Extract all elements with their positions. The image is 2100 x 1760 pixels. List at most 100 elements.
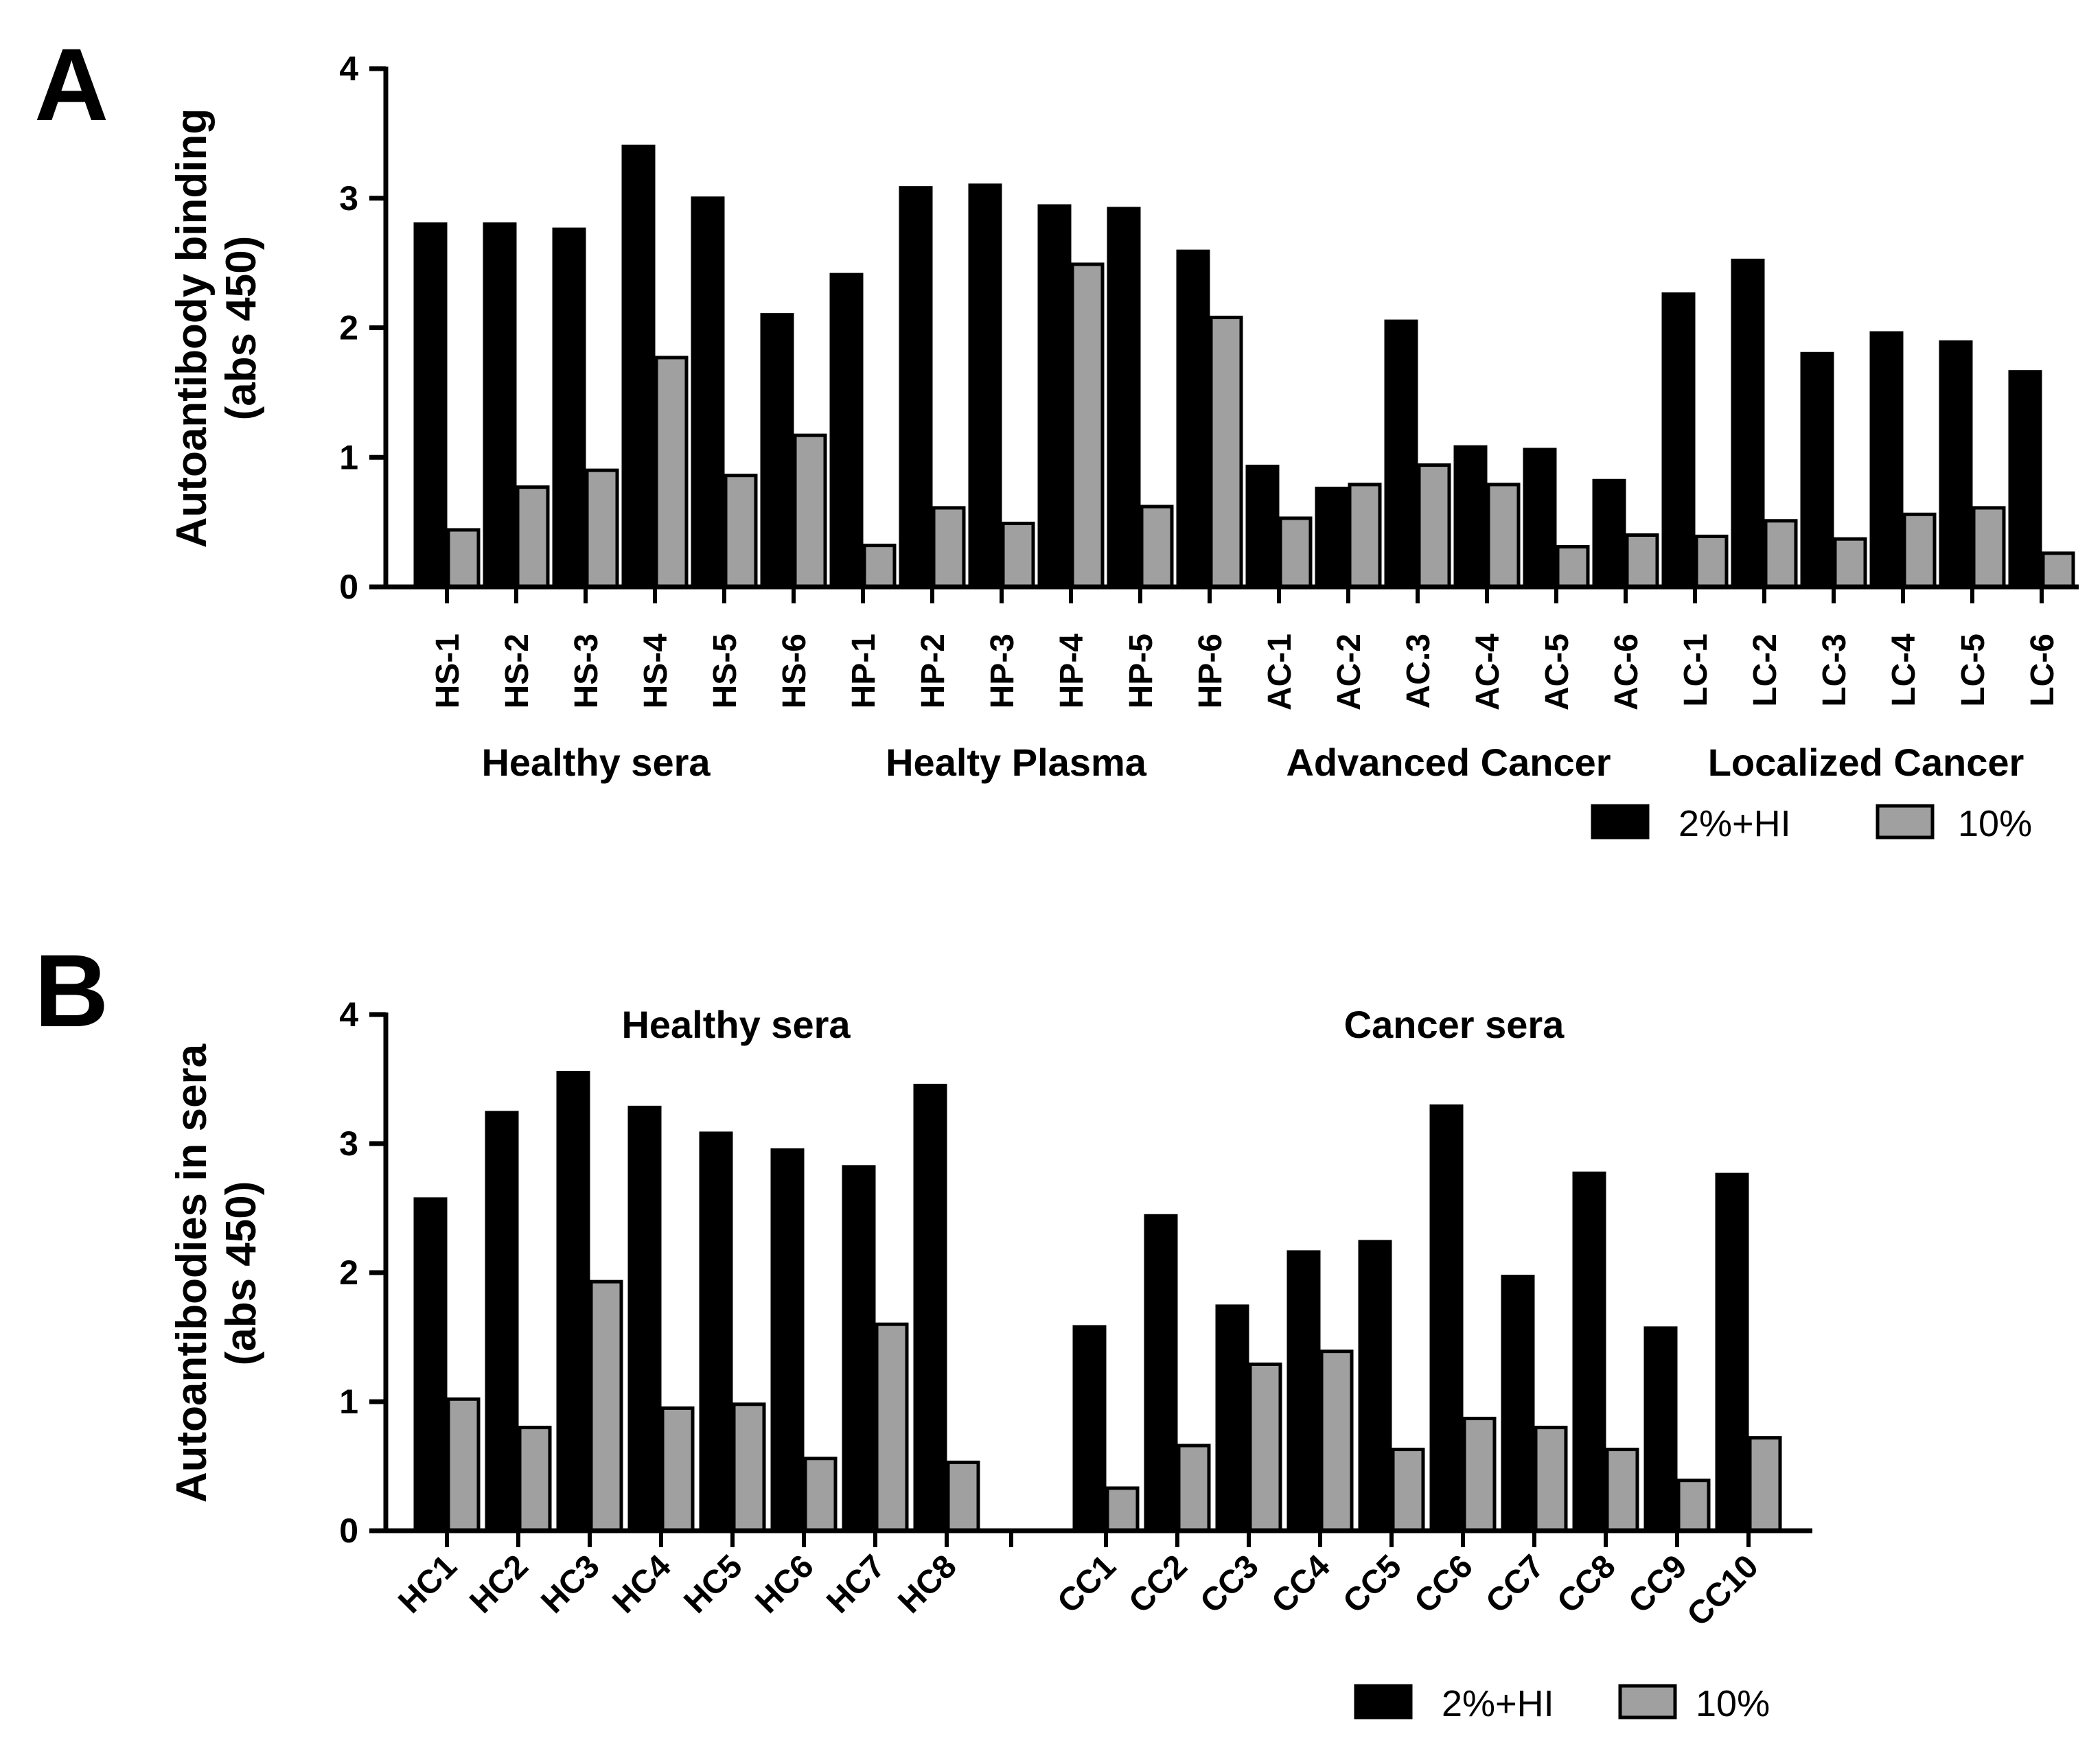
- bar-hi-cc4: [1286, 1250, 1321, 1533]
- bar-ten-hc5: [732, 1402, 766, 1533]
- panel-a: A Autoantibody binding(abs 450) 0 1 2 3 4 HS-1 H…: [34, 27, 2079, 844]
- bar-hi-cc9: [1643, 1326, 1678, 1533]
- bar-ten-hp2: [932, 506, 966, 589]
- x-tick-label: HS-2: [499, 634, 535, 708]
- y-axis-label-line: (abs 450): [218, 1181, 265, 1366]
- x-tick-label: LC-1: [1678, 634, 1714, 707]
- bar-hi-hc2: [485, 1111, 519, 1533]
- panel-letter: A: [34, 27, 108, 142]
- bar-hi-ac5: [1523, 448, 1557, 589]
- bar-hi-hs6: [760, 313, 794, 589]
- bar-hi-lc6: [2008, 370, 2042, 589]
- y-axis-label-line: Autoantibodies in sera: [168, 1043, 216, 1503]
- bar-ten-hs6: [793, 433, 827, 589]
- bar-ten-hc3: [589, 1280, 623, 1533]
- x-tick-label: AC-5: [1539, 634, 1576, 710]
- bar-hi-hs1: [413, 222, 448, 589]
- x-tick-label: CC1: [1050, 1548, 1122, 1620]
- bar-hi-ac1: [1245, 464, 1280, 589]
- x-tick-label: CC5: [1336, 1548, 1408, 1620]
- x-tick-label: AC-1: [1262, 634, 1298, 710]
- x-tick-label: AC-6: [1608, 634, 1645, 710]
- x-tick-label: AC-4: [1470, 634, 1506, 710]
- legend-label: 10%: [1696, 1683, 1770, 1724]
- bar-ten-hs2: [516, 485, 550, 589]
- bar-hi-hc1: [413, 1197, 448, 1533]
- x-tick-label: HC3: [534, 1548, 606, 1620]
- bar-ten-hc7: [875, 1322, 909, 1533]
- bar-hi-lc3: [1800, 351, 1834, 589]
- x-tick-label: HC7: [820, 1548, 892, 1620]
- bar-ten-hs4: [654, 356, 689, 589]
- bar-hi-hs3: [552, 227, 586, 589]
- group-label: Localized Cancer: [1708, 741, 2024, 784]
- legend-swatch: [1876, 804, 1935, 840]
- bar-ten-cc10: [1748, 1436, 1782, 1533]
- bar-ten-hp5: [1140, 505, 1174, 589]
- legend-label: 2%+HI: [1678, 803, 1791, 844]
- legend-swatch: [1591, 804, 1650, 840]
- bar-hi-lc5: [1939, 340, 1973, 589]
- bar-ten-ac5: [1556, 544, 1590, 589]
- bar-ten-ac4: [1486, 483, 1521, 589]
- x-tick-label: AC.3: [1400, 634, 1437, 708]
- bar-ten-hc6: [803, 1457, 838, 1533]
- bar-hi-hc5: [699, 1131, 733, 1533]
- bar-ten-hs3: [585, 468, 619, 589]
- x-tick-label: HS-3: [568, 634, 605, 708]
- legend-label: 10%: [1958, 803, 2032, 844]
- bar-ten-lc1: [1694, 534, 1729, 589]
- x-tick-label: HP-3: [984, 634, 1021, 708]
- bar-hi-hs2: [483, 222, 517, 589]
- x-tick-label: LC-5: [1955, 634, 1992, 707]
- bar-ten-hc1: [446, 1397, 481, 1533]
- x-tick-label: HC2: [463, 1548, 535, 1620]
- y-tick-label: 0: [339, 1512, 358, 1550]
- bar-hi-ac3: [1384, 319, 1418, 589]
- x-tick-label: LC-6: [2024, 634, 2061, 707]
- x-tick-label: CC4: [1265, 1548, 1337, 1621]
- y-axis-label: Autoantibody binding(abs 450): [168, 108, 265, 548]
- bar-hi-hc7: [842, 1165, 876, 1533]
- bar-hi-hs4: [621, 144, 656, 589]
- y-axis-label: Autoantibodies in sera(abs 450): [168, 1043, 265, 1503]
- bar-ten-hc2: [518, 1426, 552, 1533]
- bar-ten-hp6: [1209, 315, 1243, 589]
- x-tick-label: HC1: [391, 1548, 463, 1620]
- x-tick-label: CC8: [1550, 1548, 1622, 1620]
- bar-hi-hc6: [770, 1148, 805, 1533]
- bar-ten-cc1: [1105, 1486, 1140, 1533]
- bar-hi-lc4: [1869, 331, 1904, 589]
- legend-label: 2%+HI: [1442, 1683, 1554, 1724]
- x-tick-label: CC2: [1122, 1548, 1194, 1620]
- x-tick-label: HP-1: [846, 634, 882, 708]
- x-tick-label: CC10: [1681, 1548, 1766, 1633]
- bar-ten-hc8: [946, 1460, 980, 1533]
- x-tick-label: HC8: [891, 1548, 963, 1620]
- x-tick-label: CC3: [1193, 1548, 1265, 1620]
- legend-swatch: [1618, 1684, 1677, 1720]
- bar-ten-cc4: [1319, 1350, 1354, 1533]
- bar-hi-ac2: [1315, 487, 1349, 589]
- bar-ten-hc4: [660, 1406, 695, 1533]
- bar-ten-hs1: [446, 528, 481, 589]
- legend-swatch: [1354, 1684, 1413, 1720]
- bar-ten-lc6: [2041, 551, 2075, 589]
- bar-ten-ac6: [1625, 533, 1659, 589]
- bar-ten-cc3: [1248, 1362, 1282, 1533]
- panel-letter: B: [34, 933, 108, 1048]
- bar-hi-hp5: [1107, 207, 1141, 589]
- bar-ten-cc9: [1676, 1479, 1711, 1533]
- bar-hi-hp2: [899, 186, 933, 589]
- y-tick-label: 2: [339, 309, 358, 347]
- x-tick-label: CC6: [1407, 1548, 1479, 1620]
- bar-hi-ac6: [1592, 478, 1626, 589]
- y-tick-label: 1: [339, 1382, 358, 1421]
- bar-ten-cc7: [1534, 1426, 1568, 1533]
- x-tick-label: LC-2: [1747, 634, 1784, 707]
- x-tick-label: HS-6: [776, 634, 813, 708]
- x-tick-label: LC-3: [1816, 634, 1853, 707]
- bar-ten-cc6: [1462, 1416, 1497, 1533]
